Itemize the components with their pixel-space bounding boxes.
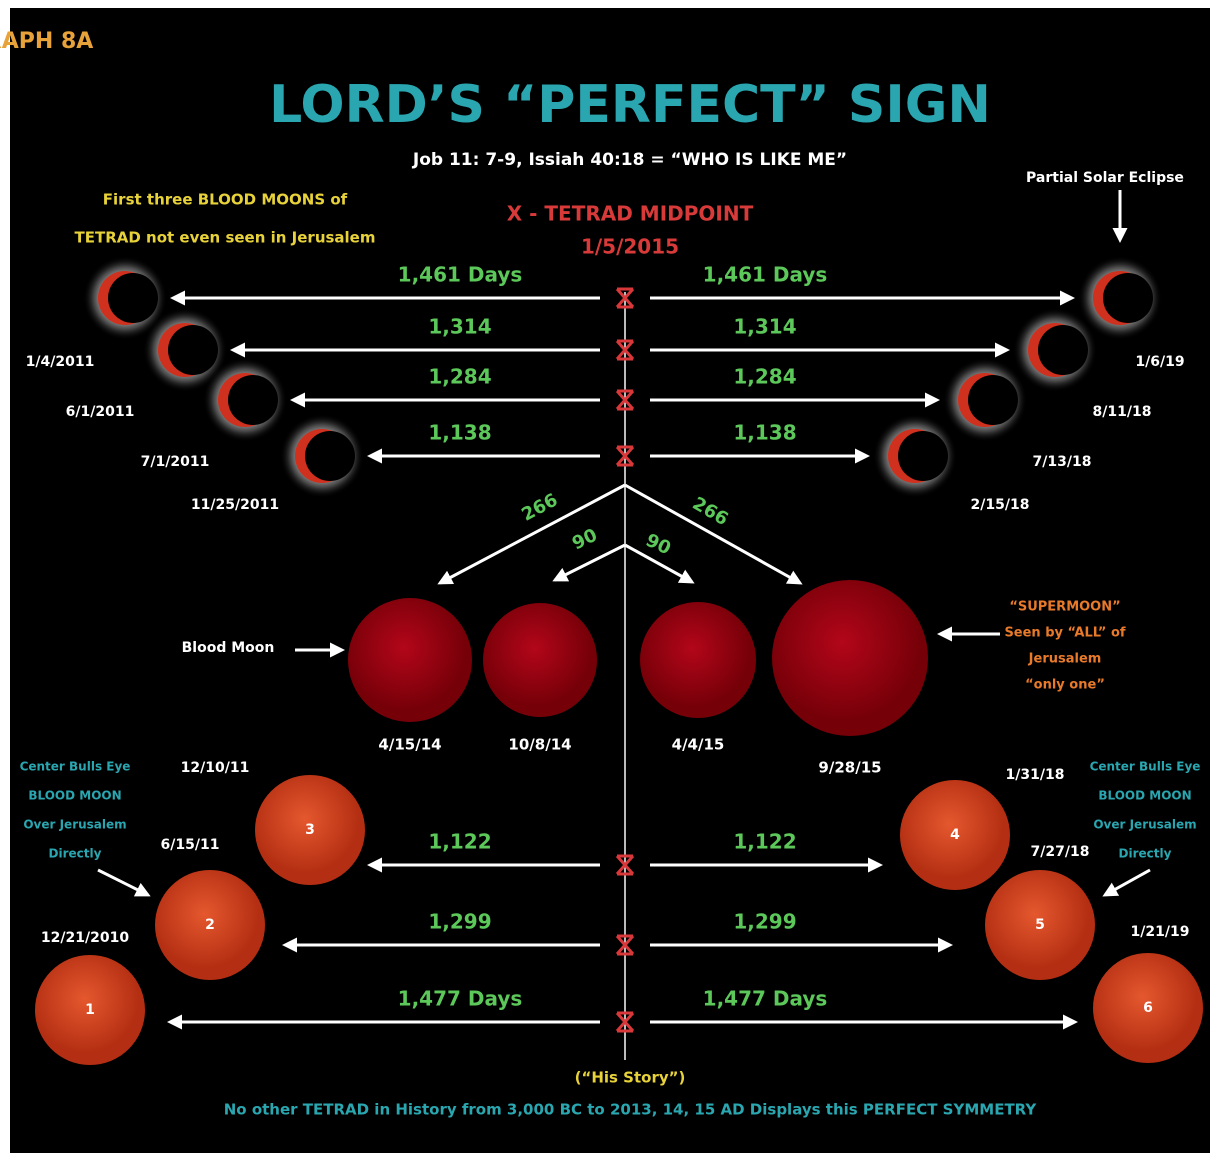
date: 8/11/18 (1093, 404, 1152, 420)
span-label: 1,284 (733, 365, 796, 389)
date: 7/27/18 (1031, 844, 1090, 860)
moon-number: 5 (1035, 917, 1045, 933)
eclipse-shadow (1038, 325, 1088, 375)
note: Blood Moon (182, 640, 275, 656)
span-label: 1,138 (428, 421, 491, 445)
span-label: 1,138 (733, 421, 796, 445)
graph-label: GRAPH 8A (0, 29, 93, 54)
span-label: 1,122 (428, 830, 491, 854)
subtitle: Job 11: 7-9, Issiah 40:18 = “WHO IS LIKE… (412, 150, 847, 170)
blood-moon (640, 602, 756, 718)
date: 4/15/14 (378, 736, 441, 754)
date: 9/28/15 (818, 759, 881, 777)
supermoon-note: Seen by “ALL” of (1004, 626, 1125, 641)
span-label: 1,461 Days (398, 263, 523, 287)
moon-number: 6 (1143, 1000, 1153, 1016)
moon-number: 1 (85, 1002, 95, 1018)
date: 7/13/18 (1033, 454, 1092, 470)
bulls-eye-note: Center Bulls Eye (1090, 760, 1201, 774)
note: TETRAD not even seen in Jerusalem (75, 229, 376, 247)
story: (“His Story”) (575, 1069, 686, 1087)
blood-moon (483, 603, 597, 717)
span-label: 1,314 (733, 315, 796, 339)
bulls-eye-note: Over Jerusalem (23, 818, 126, 832)
eclipse-shadow (305, 431, 355, 481)
date: 12/21/2010 (41, 930, 129, 946)
date: 6/15/11 (161, 837, 220, 853)
eclipse-shadow (968, 375, 1018, 425)
span-label: 1,477 Days (398, 987, 523, 1011)
date: 7/1/2011 (141, 454, 210, 470)
date: 1/21/19 (1131, 924, 1190, 940)
footer: No other TETRAD in History from 3,000 BC… (224, 1101, 1038, 1119)
date: 1/4/2011 (26, 354, 95, 370)
title: LORD’S “PERFECT” SIGN (269, 75, 991, 135)
eclipse-shadow (898, 431, 948, 481)
midpoint-date: 1/5/2015 (581, 235, 679, 259)
span-label: 1,461 Days (703, 263, 828, 287)
date: 11/25/2011 (191, 497, 279, 513)
bulls-eye-note: BLOOD MOON (1098, 789, 1191, 803)
bulls-eye-note: BLOOD MOON (28, 789, 121, 803)
eclipse-shadow (1103, 273, 1153, 323)
span-label: 1,477 Days (703, 987, 828, 1011)
bulls-eye-note: Directly (1119, 847, 1172, 861)
date: 10/8/14 (508, 736, 571, 754)
span-label: 1,314 (428, 315, 491, 339)
span-label: 1,284 (428, 365, 491, 389)
span-label: 1,122 (733, 830, 796, 854)
date: 1/6/19 (1135, 354, 1184, 370)
eclipse-shadow (168, 325, 218, 375)
moon-number: 3 (305, 822, 315, 838)
supermoon-note: Jerusalem (1028, 652, 1102, 667)
blood-moon (772, 580, 928, 736)
note: First three BLOOD MOONS of (103, 191, 348, 209)
span-label: 1,299 (733, 910, 796, 934)
blood-moon (348, 598, 472, 722)
date: 1/31/18 (1006, 767, 1065, 783)
moon-number: 2 (205, 917, 215, 933)
bulls-eye-note: Directly (49, 847, 102, 861)
infographic: GRAPH 8A LORD’S “PERFECT” SIGN Job 11: 7-9… (0, 0, 1217, 1163)
supermoon-note: “SUPERMOON” (1009, 600, 1120, 615)
span-label: 1,299 (428, 910, 491, 934)
date: 2/15/18 (971, 497, 1030, 513)
bulls-eye-note: Over Jerusalem (1093, 818, 1196, 832)
eclipse-note: Partial Solar Eclipse (1026, 170, 1184, 186)
supermoon-note: “only one” (1025, 678, 1105, 693)
bulls-eye-note: Center Bulls Eye (20, 760, 131, 774)
date: 6/1/2011 (66, 404, 135, 420)
date: 4/4/15 (672, 736, 725, 754)
midpoint-title: X - TETRAD MIDPOINT (507, 202, 754, 226)
eclipse-shadow (108, 273, 158, 323)
date: 12/10/11 (181, 760, 250, 776)
moon-number: 4 (950, 827, 960, 843)
eclipse-shadow (228, 375, 278, 425)
